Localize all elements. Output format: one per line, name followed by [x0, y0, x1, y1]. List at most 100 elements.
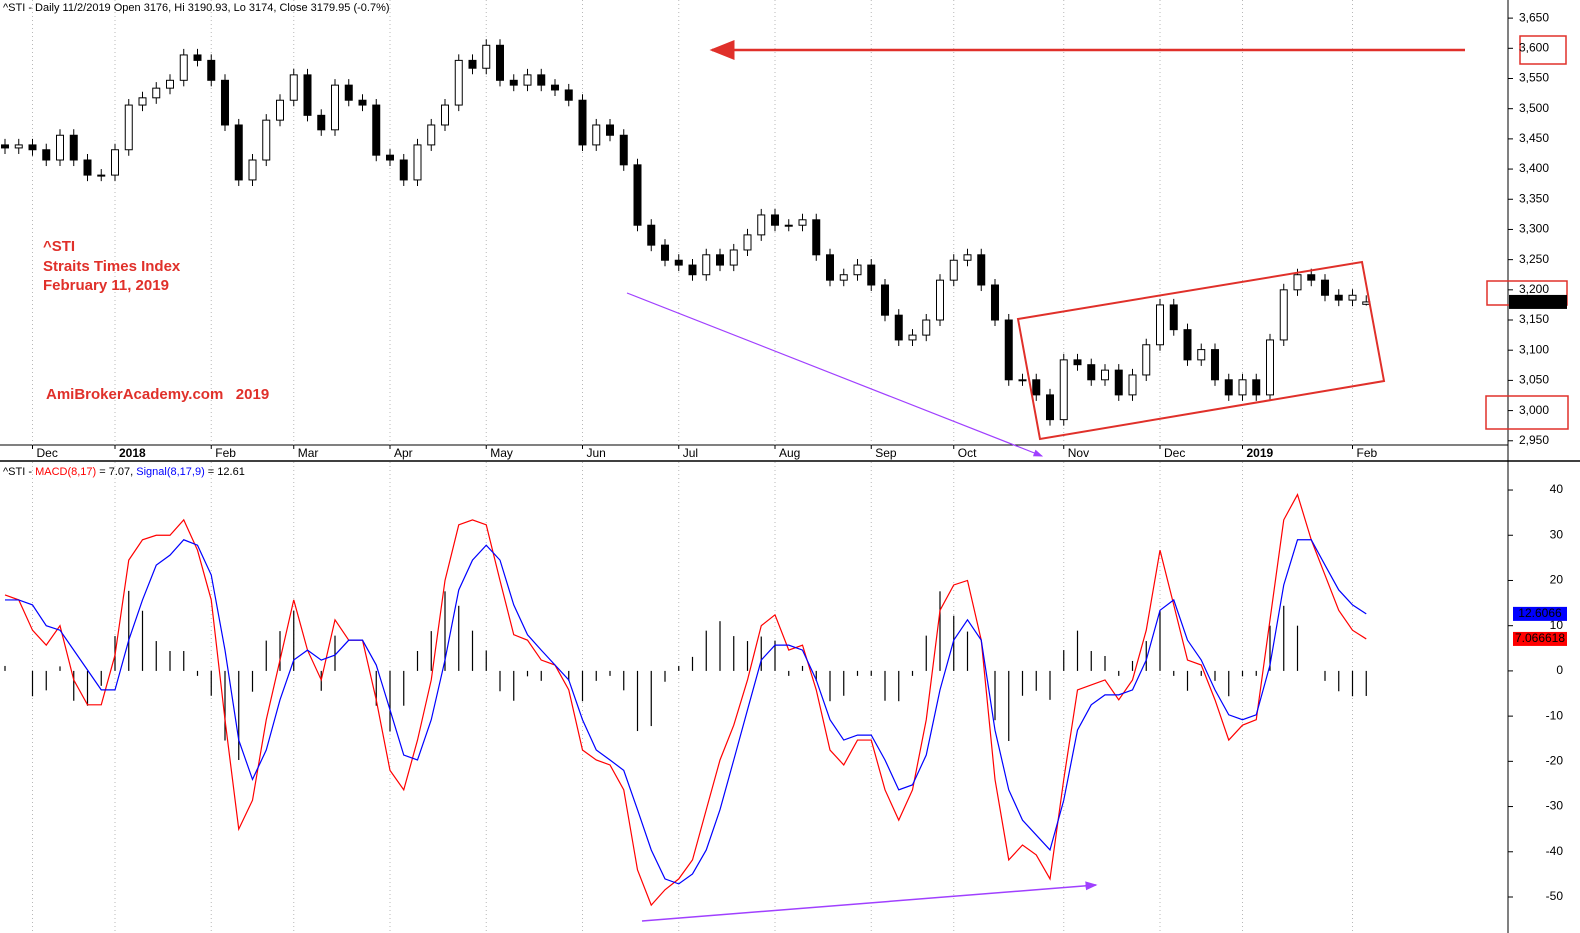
candle-body	[1238, 379, 1247, 396]
candle-body	[1128, 374, 1137, 396]
y-tick-label: 30	[1550, 527, 1564, 541]
ticker: ^STI -	[3, 466, 35, 478]
candle-body	[564, 89, 573, 101]
y-tick-label: 40	[1550, 482, 1564, 496]
candle-body	[1224, 379, 1233, 396]
candle-body	[56, 134, 64, 161]
candle-body	[42, 149, 51, 161]
y-tick-label: -20	[1546, 754, 1564, 768]
x-tick-label: Apr	[394, 446, 413, 460]
candle-body	[69, 134, 78, 161]
y-tick-label: 3,450	[1519, 131, 1549, 145]
candle-body	[839, 274, 848, 281]
candle-body	[496, 44, 504, 81]
candle-body	[1073, 359, 1082, 366]
x-tick-label: Aug	[779, 446, 800, 460]
candle-body	[138, 97, 147, 106]
candle-body	[14, 144, 23, 149]
candle-body	[262, 119, 271, 161]
candle-body	[771, 214, 779, 226]
candle-body	[949, 259, 958, 281]
candle-body	[1169, 304, 1178, 331]
y-tick-label: 3,150	[1519, 312, 1549, 326]
candle-body	[193, 54, 202, 61]
y-tick-label: 10	[1550, 618, 1564, 632]
y-tick-label: 3,000	[1519, 403, 1549, 417]
divergence-line	[626, 292, 1044, 457]
candle-body	[729, 249, 738, 266]
x-tick-label: Feb	[215, 446, 236, 460]
candle-body	[619, 134, 628, 166]
candle-body	[289, 74, 298, 101]
highlight-box	[1519, 35, 1567, 65]
candle-body	[248, 159, 257, 181]
candle-body	[1293, 274, 1302, 291]
y-tick-label: 3,100	[1519, 342, 1549, 356]
candle-body	[468, 59, 477, 69]
candle-body	[1183, 329, 1192, 361]
candle-body	[386, 154, 394, 161]
candle-body	[1348, 294, 1357, 301]
y-tick-label: 3,600	[1519, 40, 1549, 54]
y-tick-label: 3,350	[1519, 191, 1549, 205]
y-tick-label: -50	[1546, 889, 1564, 903]
candle-body	[221, 79, 229, 126]
candle-body	[441, 104, 449, 126]
candle-body	[537, 74, 546, 86]
candle-body	[1087, 364, 1096, 381]
y-tick-label: 3,250	[1519, 252, 1549, 266]
candle-body	[152, 87, 161, 99]
candle-body	[702, 254, 711, 276]
candle-body	[1032, 379, 1041, 396]
series-line	[4, 493, 1367, 907]
candle-body	[1334, 294, 1343, 301]
candle-body	[688, 264, 697, 276]
chart-title: ^STI - Daily 11/2/2019 Open 3176, Hi 319…	[3, 2, 390, 14]
x-tick-label: May	[490, 446, 513, 460]
y-tick-label: 3,200	[1519, 282, 1549, 296]
candle-body	[234, 124, 243, 181]
candle-body	[1101, 369, 1109, 381]
candle-body	[812, 219, 821, 256]
candle-body	[716, 254, 724, 266]
channel	[1016, 260, 1386, 441]
candle-body	[647, 224, 656, 246]
annotation: February 11, 2019	[43, 277, 169, 294]
candle-body	[166, 79, 174, 89]
y-tick-label: 20	[1550, 573, 1564, 587]
series-line	[5, 539, 1367, 885]
last-value-box	[1513, 631, 1567, 646]
candle-body	[523, 74, 532, 86]
candle-body	[908, 334, 917, 341]
candle-body	[977, 254, 986, 286]
y-tick-label: -10	[1546, 708, 1564, 722]
y-tick-label: 3,650	[1519, 10, 1549, 24]
candle-body	[1279, 289, 1288, 341]
x-tick-label: Mar	[298, 446, 319, 460]
y-tick-label: -30	[1546, 799, 1564, 813]
x-tick-label: 2018	[119, 446, 146, 460]
candle-body	[1114, 369, 1123, 396]
candle-body	[894, 314, 903, 341]
x-tick-label: Sep	[875, 446, 897, 460]
candle-body	[1018, 379, 1027, 382]
annotation: AmiBrokerAcademy.com 2019	[46, 386, 269, 403]
last-value-label: 12.6066	[1518, 606, 1562, 620]
candle-body	[28, 144, 37, 151]
last-value-label: 7.066618	[1515, 631, 1565, 645]
x-tick-label: Dec	[1164, 446, 1185, 460]
y-tick-label: 2,950	[1519, 433, 1549, 447]
annotation: ^STI	[43, 238, 75, 255]
candle-body	[633, 164, 642, 226]
candle-body	[372, 104, 381, 156]
candle-body	[826, 254, 834, 281]
x-tick-label: Dec	[37, 446, 58, 460]
candle-body	[1266, 339, 1274, 396]
candle-body	[551, 84, 559, 91]
last-value-box	[1513, 606, 1567, 621]
x-tick-label: Jul	[683, 446, 698, 460]
candle-body	[303, 74, 312, 116]
candle-body	[592, 124, 601, 146]
y-tick-label: -40	[1546, 844, 1564, 858]
